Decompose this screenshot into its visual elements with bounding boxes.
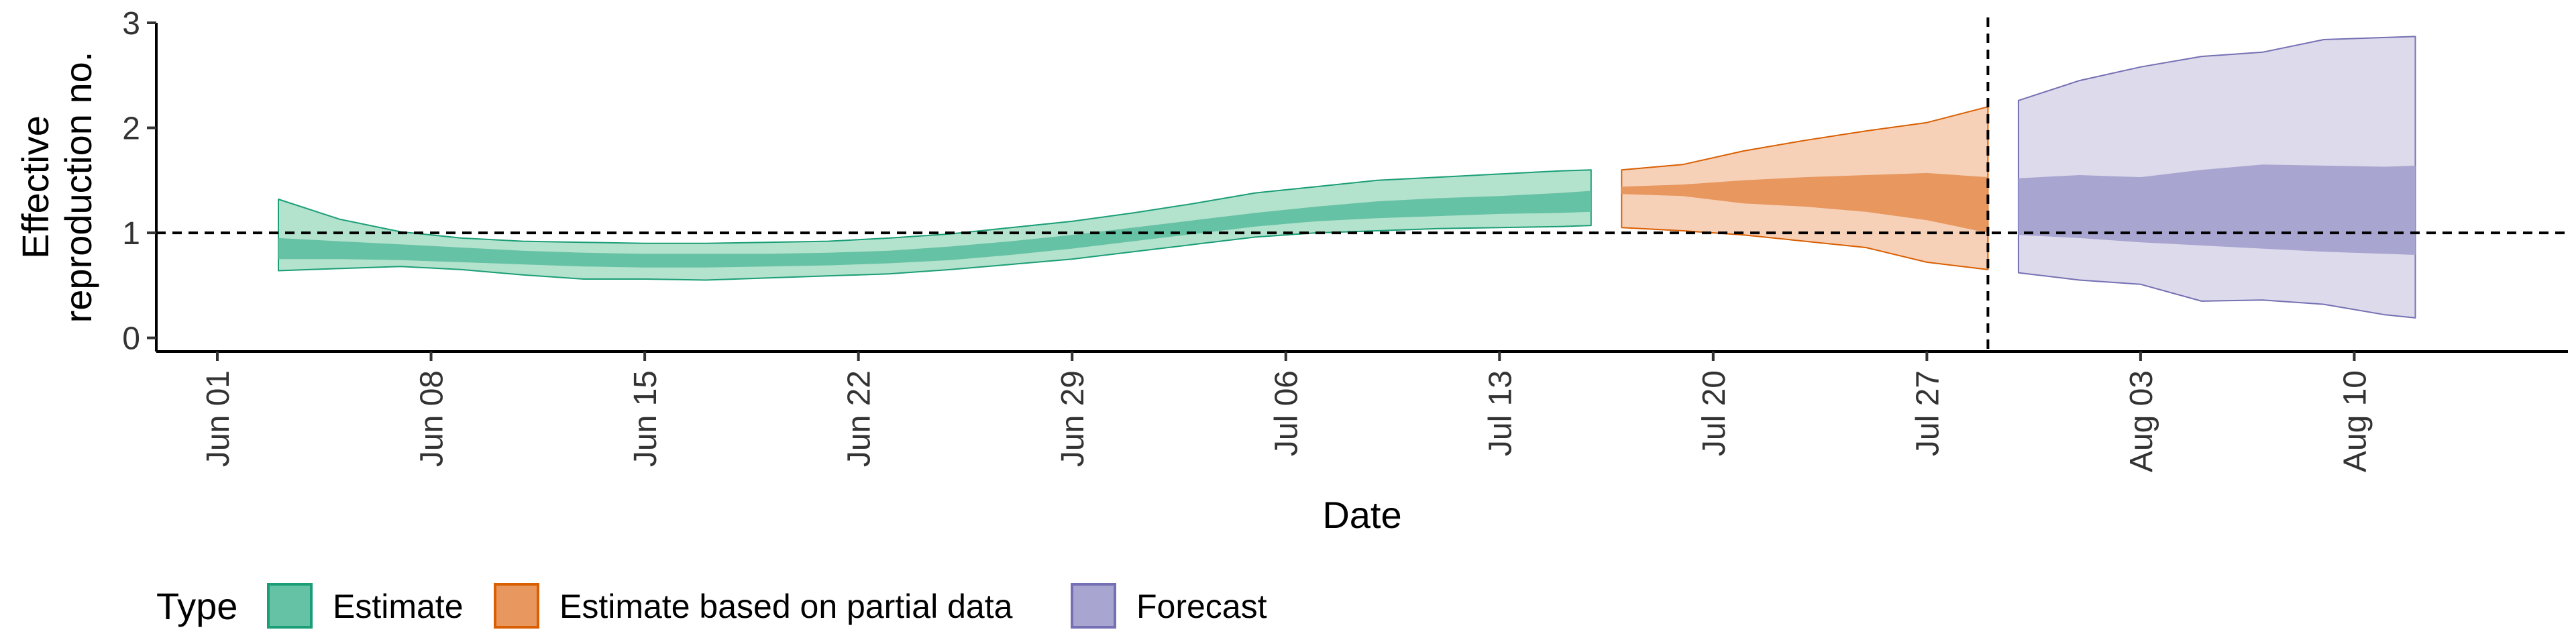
axes — [155, 23, 2568, 353]
axis-titles: Date Effective reproduction no. — [14, 52, 1402, 536]
y-tick-label: 0 — [122, 321, 140, 357]
legend-key — [1071, 583, 1116, 629]
y-tick-label: 3 — [122, 6, 140, 42]
x-tick-label: Jun 15 — [628, 370, 663, 467]
x-tick-label: Jul 20 — [1697, 370, 1732, 456]
legend-label: Estimate — [333, 588, 464, 625]
legend-label: Forecast — [1136, 588, 1267, 625]
legend-key — [267, 583, 313, 629]
legend-label: Estimate based on partial data — [559, 588, 1013, 625]
series-1-inner-band — [278, 191, 1591, 268]
chart-bands — [278, 36, 2416, 319]
x-tick-label: Aug 03 — [2124, 370, 2159, 472]
series-2-inner-band — [1621, 172, 1988, 233]
x-tick-label: Jul 06 — [1269, 370, 1305, 456]
x-tick-label: Jun 08 — [415, 370, 450, 467]
y-tick-label: 2 — [122, 111, 140, 147]
y-axis-title-line: reproduction no. — [57, 52, 99, 323]
y-tick-label: 1 — [122, 216, 140, 252]
y-ticks: 0 1 2 3 — [122, 6, 156, 357]
x-ticks: Jun 01 Jun 08 Jun 15 Jun 22 Jun 29 Jul 06 Jul … — [201, 352, 2373, 472]
legend-key — [494, 583, 539, 629]
legend: Type Estimate Estimate based on partial da… — [156, 583, 1267, 629]
x-axis-title: Date — [1322, 494, 1401, 536]
legend-title: Type — [156, 585, 237, 627]
reference-lines — [156, 17, 2568, 352]
series-1-outer-band — [278, 169, 1592, 281]
x-tick-label: Jun 29 — [1055, 370, 1091, 467]
x-tick-label: Jun 01 — [201, 370, 236, 467]
x-tick-label: Jun 22 — [842, 370, 877, 467]
x-tick-label: Jul 13 — [1483, 370, 1518, 456]
y-axis-title-line: Effective — [14, 115, 56, 259]
x-tick-label: Aug 10 — [2338, 370, 2373, 472]
x-tick-label: Jul 27 — [1910, 370, 1945, 456]
